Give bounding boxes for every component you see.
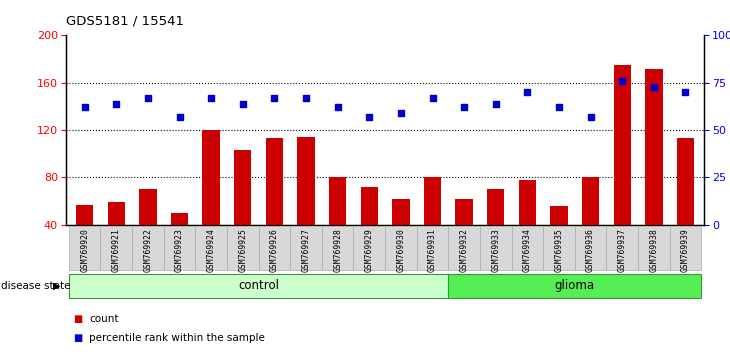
FancyBboxPatch shape [227, 226, 258, 270]
Point [395, 110, 407, 116]
Text: GDS5181 / 15541: GDS5181 / 15541 [66, 14, 184, 27]
FancyBboxPatch shape [575, 226, 607, 270]
Bar [107, 202, 125, 225]
FancyBboxPatch shape [669, 226, 702, 270]
Text: ■: ■ [73, 333, 82, 343]
Text: GSM769930: GSM769930 [396, 228, 405, 272]
Point [364, 114, 375, 120]
Text: GSM769939: GSM769939 [681, 228, 690, 272]
Text: GSM769932: GSM769932 [460, 228, 469, 272]
Text: GSM769934: GSM769934 [523, 228, 532, 272]
FancyBboxPatch shape [638, 226, 669, 270]
Point [332, 104, 344, 110]
Text: GSM769925: GSM769925 [238, 228, 247, 272]
Text: GSM769937: GSM769937 [618, 228, 627, 272]
Bar [424, 177, 441, 225]
Text: GSM769931: GSM769931 [428, 228, 437, 272]
Point [490, 101, 502, 107]
FancyBboxPatch shape [448, 226, 480, 270]
Text: GSM769929: GSM769929 [365, 228, 374, 272]
Point [110, 101, 122, 107]
Point [205, 95, 217, 101]
Point [521, 89, 533, 95]
Bar [487, 189, 504, 225]
Text: percentile rank within the sample: percentile rank within the sample [89, 333, 265, 343]
Bar [76, 205, 93, 225]
Point [426, 95, 438, 101]
Bar [392, 199, 410, 225]
Bar [613, 65, 631, 225]
Bar [582, 177, 599, 225]
FancyBboxPatch shape [607, 226, 638, 270]
Text: GSM769936: GSM769936 [586, 228, 595, 272]
FancyBboxPatch shape [543, 226, 575, 270]
Text: GSM769922: GSM769922 [143, 228, 153, 272]
Bar [234, 150, 251, 225]
Point [174, 114, 185, 120]
Point [680, 89, 691, 95]
FancyBboxPatch shape [132, 226, 164, 270]
FancyBboxPatch shape [353, 226, 385, 270]
Text: GSM769926: GSM769926 [270, 228, 279, 272]
FancyBboxPatch shape [512, 226, 543, 270]
Text: GSM769938: GSM769938 [650, 228, 658, 272]
Bar [139, 189, 157, 225]
Bar [645, 69, 663, 225]
Bar [266, 138, 283, 225]
Point [269, 95, 280, 101]
Bar [329, 177, 346, 225]
FancyBboxPatch shape [385, 226, 417, 270]
Point [616, 78, 628, 84]
FancyBboxPatch shape [164, 226, 196, 270]
Point [648, 84, 660, 89]
FancyBboxPatch shape [69, 226, 101, 270]
Bar [361, 187, 378, 225]
Point [585, 114, 596, 120]
FancyBboxPatch shape [101, 226, 132, 270]
Text: GSM769928: GSM769928 [333, 228, 342, 272]
Point [553, 104, 565, 110]
FancyBboxPatch shape [69, 274, 448, 298]
Bar [519, 180, 536, 225]
Text: GSM769933: GSM769933 [491, 228, 500, 272]
FancyBboxPatch shape [448, 274, 702, 298]
Point [142, 95, 154, 101]
Text: GSM769923: GSM769923 [175, 228, 184, 272]
FancyBboxPatch shape [196, 226, 227, 270]
Text: count: count [89, 314, 118, 324]
Bar [677, 138, 694, 225]
FancyBboxPatch shape [322, 226, 353, 270]
Point [79, 104, 91, 110]
Text: disease state: disease state [1, 281, 71, 291]
FancyBboxPatch shape [480, 226, 512, 270]
Text: GSM769927: GSM769927 [301, 228, 310, 272]
Text: glioma: glioma [555, 279, 595, 292]
Text: GSM769924: GSM769924 [207, 228, 215, 272]
Bar [171, 213, 188, 225]
FancyBboxPatch shape [291, 226, 322, 270]
FancyBboxPatch shape [258, 226, 291, 270]
Bar [297, 137, 315, 225]
Text: ■: ■ [73, 314, 82, 324]
Bar [550, 206, 568, 225]
Point [237, 101, 249, 107]
Point [300, 95, 312, 101]
Bar [456, 199, 473, 225]
FancyBboxPatch shape [417, 226, 448, 270]
Bar [202, 130, 220, 225]
Text: GSM769921: GSM769921 [112, 228, 120, 272]
Text: control: control [238, 279, 279, 292]
Text: ▶: ▶ [53, 281, 61, 291]
Point [458, 104, 470, 110]
Text: GSM769920: GSM769920 [80, 228, 89, 272]
Text: GSM769935: GSM769935 [555, 228, 564, 272]
